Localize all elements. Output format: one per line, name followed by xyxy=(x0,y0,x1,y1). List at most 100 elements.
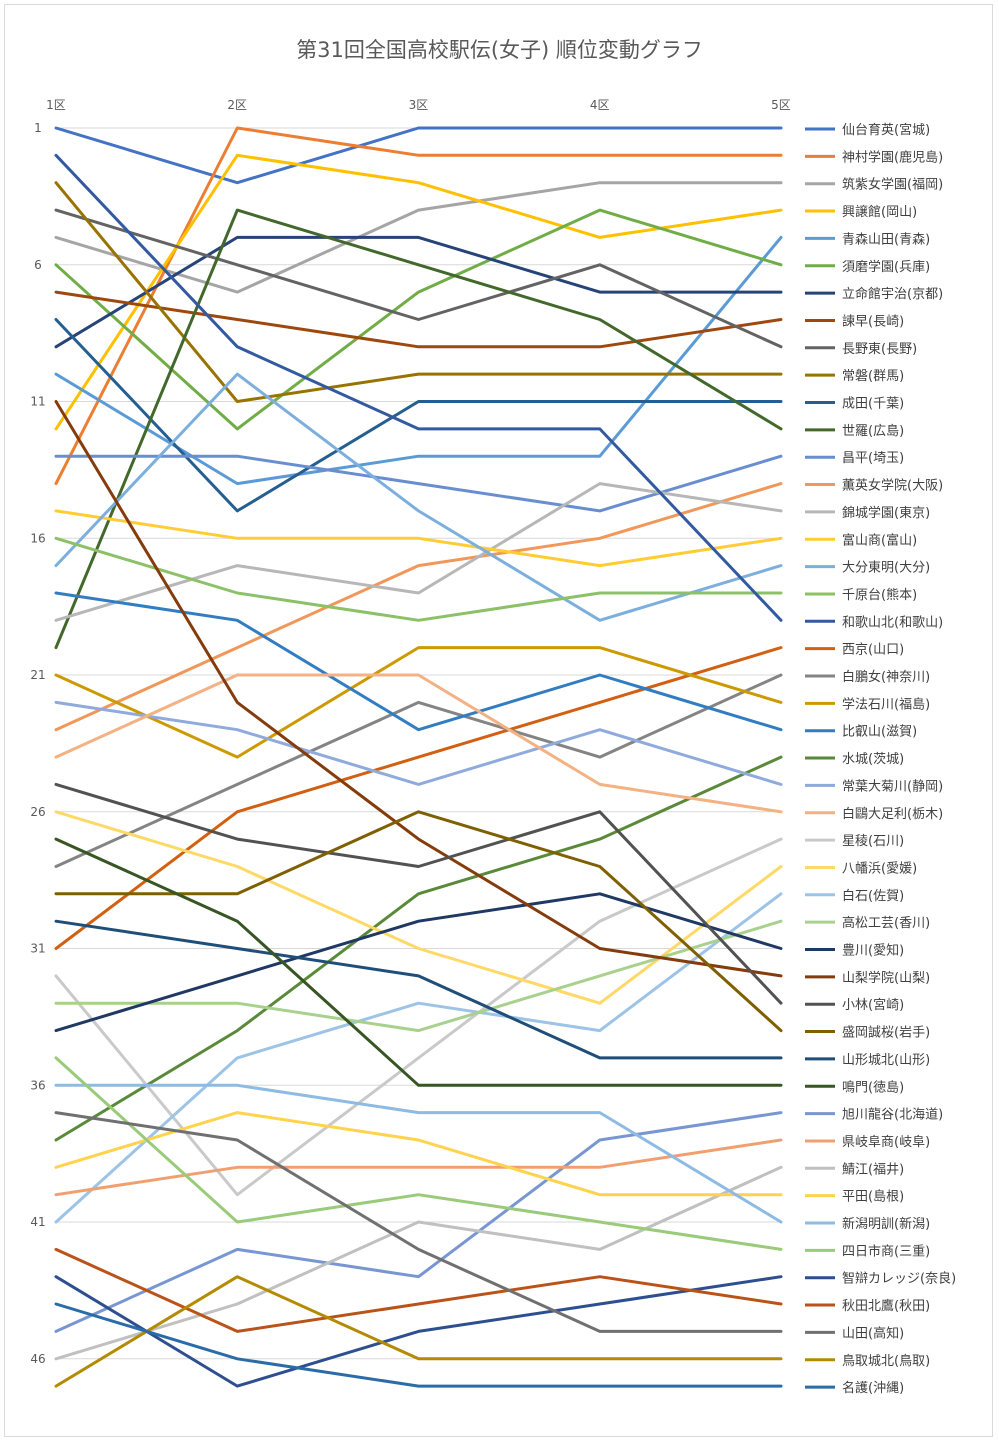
series-line xyxy=(54,646,783,950)
x-axis-labels: 1区 2区 3区 4区 5区 xyxy=(46,98,791,112)
series-line xyxy=(54,318,783,513)
series-line xyxy=(54,919,783,1060)
series-line xyxy=(54,1275,783,1388)
series-line xyxy=(54,1111,783,1333)
series-line xyxy=(54,208,783,431)
x-tick-label: 2区 xyxy=(227,98,247,112)
legend-label: 山形城北(山形) xyxy=(842,1053,930,1068)
legend-label: 小林(宮崎) xyxy=(842,997,904,1013)
legend-label: 水城(茨城) xyxy=(842,752,904,767)
legend-label: 富山商(富山) xyxy=(842,532,917,548)
series-line xyxy=(54,1275,783,1388)
legend-label: 薫英女学院(大阪) xyxy=(842,478,943,494)
legend-label: 四日市商(三重) xyxy=(842,1243,930,1259)
legend-label: 学法石川(福島) xyxy=(842,696,930,712)
series-line xyxy=(54,755,783,1142)
series-line xyxy=(54,1247,783,1333)
legend-label: 八幡浜(愛媛) xyxy=(842,861,917,876)
legend-label: 常葉大菊川(静岡) xyxy=(842,779,943,794)
legend-label: 新潟明訓(新潟) xyxy=(842,1216,930,1232)
legend-label: 旭川龍谷(北海道) xyxy=(842,1107,943,1123)
series-line xyxy=(54,126,783,185)
y-tick-label: 41 xyxy=(30,1215,45,1229)
series-line xyxy=(54,646,783,759)
series-line xyxy=(54,208,783,650)
x-tick-label: 3区 xyxy=(409,98,429,112)
legend-label: 神村学園(鹿児島) xyxy=(842,149,943,165)
legend-label: 秋田北鷹(秋田) xyxy=(842,1299,930,1314)
series-line xyxy=(54,1165,783,1361)
series-line xyxy=(54,837,783,1087)
legend-label: 錦城学園(東京) xyxy=(842,505,930,521)
chart-title: 第31回全国高校駅伝(女子) 順位変動グラフ xyxy=(296,38,703,62)
y-tick-label: 31 xyxy=(30,942,45,956)
legend-label: 世羅(広島) xyxy=(842,424,904,439)
legend-label: 山梨学院(山梨) xyxy=(842,970,930,986)
series-line xyxy=(54,372,783,622)
legend-label: 青森山田(青森) xyxy=(842,232,930,247)
series-line xyxy=(54,400,783,978)
legend-label: 長野東(長野) xyxy=(842,341,917,357)
series-line xyxy=(54,1111,783,1333)
x-tick-label: 5区 xyxy=(771,98,791,112)
series-line xyxy=(54,673,783,814)
series-line xyxy=(54,1056,783,1251)
series-line xyxy=(54,1302,783,1388)
legend-label: 諫早(長崎) xyxy=(842,313,904,329)
legend-label: 須磨学園(兵庫) xyxy=(842,259,930,275)
legend-label: 山田(高知) xyxy=(842,1325,904,1341)
legend-label: 白石(佐賀) xyxy=(842,888,904,904)
legend-label: 鯖江(福井) xyxy=(842,1162,904,1177)
legend-label: 県岐阜商(岐阜) xyxy=(842,1134,930,1150)
series-line xyxy=(54,509,783,568)
legend-label: 筑紫女学園(福岡) xyxy=(842,177,943,193)
legend-label: 星稜(石川) xyxy=(842,834,904,849)
legend-label: 名護(沖縄) xyxy=(842,1380,904,1396)
y-tick-label: 26 xyxy=(30,805,45,819)
legend-label: 立命館宇治(京都) xyxy=(842,286,943,302)
legend-label: 鳴門(徳島) xyxy=(842,1080,904,1095)
series-line xyxy=(54,837,783,1197)
series-line xyxy=(54,208,783,349)
series-line xyxy=(54,892,783,1033)
legend-label: 成田(千葉) xyxy=(842,397,904,412)
legend-label: 白鵬女(神奈川) xyxy=(842,669,930,685)
series-line xyxy=(54,290,783,349)
legend-label: 常磐(群馬) xyxy=(842,369,904,384)
series-line xyxy=(54,482,783,732)
series-line xyxy=(54,673,783,868)
series-line xyxy=(54,181,783,403)
legend-label: 白鷗大足利(栃木) xyxy=(842,806,943,822)
legend-label: 高松工芸(香川) xyxy=(842,915,930,931)
y-tick-label: 36 xyxy=(30,1078,45,1092)
series-line xyxy=(54,591,783,732)
legend-label: 鳥取城北(鳥取) xyxy=(842,1354,930,1369)
series-line xyxy=(54,1083,783,1224)
y-tick-label: 16 xyxy=(30,531,45,545)
series-line xyxy=(54,153,783,622)
legend-label: 昌平(埼玉) xyxy=(842,451,904,466)
legend: 仙台育英(宮城) 神村学園(鹿児島) 筑紫女学園(福岡) 興譲館(岡山) 青森山田(青森… xyxy=(805,122,956,1396)
series-line xyxy=(54,700,783,786)
series-line xyxy=(54,536,783,622)
legend-label: 千原台(熊本) xyxy=(842,587,917,603)
series-line xyxy=(54,892,783,1224)
legend-label: 興譲館(岡山) xyxy=(842,204,917,220)
series-line xyxy=(54,1138,783,1197)
legend-label: 豊川(愛知) xyxy=(842,943,904,959)
legend-label: 智辯カレッジ(奈良) xyxy=(842,1271,956,1287)
series-line xyxy=(54,235,783,486)
y-tick-label: 11 xyxy=(30,395,45,409)
y-tick-label: 46 xyxy=(30,1352,45,1366)
x-tick-label: 4区 xyxy=(590,98,610,112)
legend-label: 西京(山口) xyxy=(842,643,904,658)
x-tick-label: 1区 xyxy=(46,98,66,112)
legend-label: 比叡山(滋賀) xyxy=(842,725,917,740)
series-lines xyxy=(54,126,783,1388)
y-tick-label: 1 xyxy=(34,121,42,135)
legend-label: 仙台育英(宮城) xyxy=(842,122,930,138)
legend-label: 盛岡誠桜(岩手) xyxy=(842,1026,930,1041)
y-tick-label: 21 xyxy=(30,668,45,682)
